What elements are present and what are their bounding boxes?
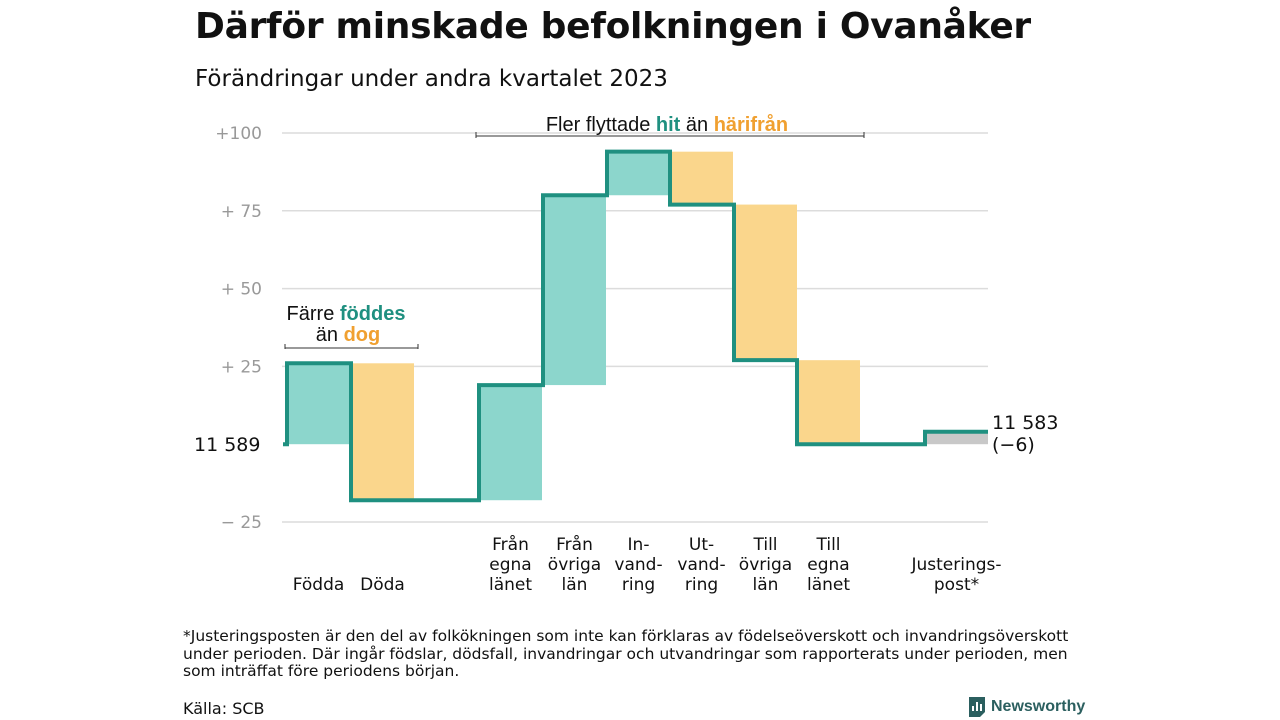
waterfall-bar [734,204,797,361]
step-line [283,149,988,503]
category-label: Från [556,534,593,555]
annotation-births-bracket [284,344,419,349]
category-label: Justerings- [910,555,1001,575]
category-label: Döda [360,575,405,595]
waterfall-bar [670,151,733,205]
category-label: övriga [739,555,792,575]
waterfall-bar [797,360,860,445]
category-label: län [753,575,779,595]
category-label: länet [807,575,850,595]
brand-logo: Newsworthy [968,696,1085,718]
waterfall-bar [543,195,606,386]
start-value-label: 11 589 [194,434,260,456]
category-label: län [562,575,588,595]
y-tick-label: + 50 [221,280,262,300]
category-label: Ut- [689,535,714,555]
category-label: övriga [548,555,601,575]
newsworthy-logo-icon [969,697,985,717]
annotation-moves-bracket [475,132,865,138]
category-label: Från [492,534,529,555]
waterfall-bar [607,151,670,196]
chart-title: Därför minskade befolkningen i Ovanåker [195,6,1031,47]
category-label: egna [807,555,849,575]
category-label: Till [752,535,777,555]
category-label: Till [815,535,840,555]
y-tick-label: + 75 [221,202,262,222]
y-tick-label: + 25 [221,357,262,377]
category-label: egna [489,555,531,575]
footnote: *Justeringsposten är den del av folkökni… [183,627,1069,680]
category-label: länet [489,575,532,595]
waterfall-bar [925,431,988,445]
waterfall-bar [287,363,350,445]
end-value-label: 11 583 [992,412,1058,434]
brand-name: Newsworthy [991,698,1086,715]
waterfall-bar [479,385,542,501]
end-value-label: (−6) [992,434,1035,456]
category-label: ring [685,575,718,595]
y-tick-label: +100 [215,124,262,144]
step-line-layer [283,149,988,503]
category-label: Födda [293,575,345,595]
y-tick-label: − 25 [221,513,262,533]
category-label: post* [934,575,979,595]
annotation-births-line1: Färre föddes [287,303,406,325]
chart-subtitle: Förändringar under andra kvartalet 2023 [195,66,668,92]
category-label: ring [622,575,655,595]
bar-layer [287,151,988,501]
annotation-births-line2: än dog [316,324,380,346]
source-note: Källa: SCB [183,699,265,718]
waterfall-bar [351,363,414,501]
category-label: vand- [614,555,662,575]
category-label: In- [628,535,650,555]
annotation-moves: Fler flyttade hit än härifrån [546,113,788,136]
category-label: vand- [677,555,725,575]
